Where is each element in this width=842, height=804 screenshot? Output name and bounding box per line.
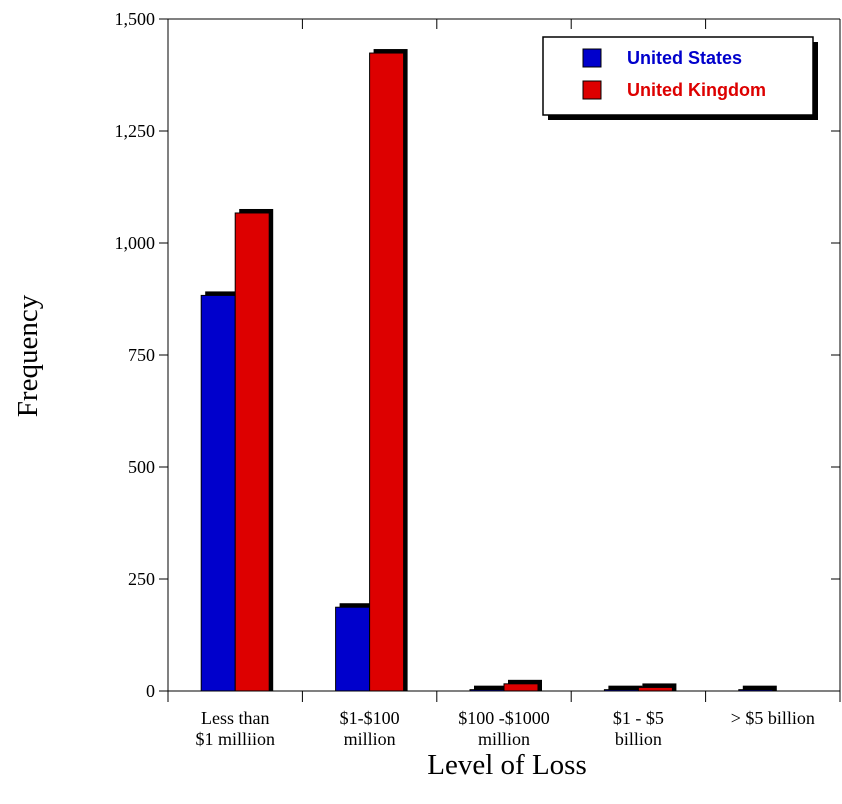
- legend-swatch: [582, 80, 602, 100]
- y-tick-label: 500: [128, 457, 155, 477]
- x-category-label-line: million: [478, 729, 530, 749]
- y-tick-label: 1,000: [115, 233, 156, 253]
- x-category-label: $100 -$1000 million: [458, 708, 550, 749]
- x-category-label-line: million: [344, 729, 396, 749]
- bar-us: [200, 294, 236, 692]
- bars: [200, 49, 777, 692]
- x-category-label: $1 - $5 billion: [613, 708, 664, 749]
- bar-shadow: [474, 685, 508, 691]
- bar-uk: [234, 212, 270, 692]
- x-category-label-line: Less than: [201, 708, 269, 728]
- bar-uk: [503, 683, 539, 692]
- y-tick-label: 750: [128, 345, 155, 365]
- bar-uk: [369, 52, 405, 692]
- x-category-label-line: $1-$100: [340, 708, 400, 728]
- legend: United States United Kingdom: [542, 36, 818, 120]
- y-tick-label: 1,500: [115, 9, 156, 29]
- y-axis-title: Frequency: [12, 294, 44, 417]
- x-category-label: Less than $1 milliion: [195, 708, 275, 749]
- y-tick-label: 250: [128, 569, 155, 589]
- bar-shadow: [742, 685, 777, 691]
- bar-uk: [637, 686, 673, 692]
- y-tick-label: 1,250: [115, 121, 156, 141]
- x-axis: Less than $1 milliion$1-$100 million$100 -…: [167, 19, 841, 749]
- bar-us: [335, 606, 371, 692]
- x-category-label-line: > $5 billion: [731, 708, 815, 728]
- legend-label: United Kingdom: [627, 80, 766, 100]
- y-axis: 0 250 500 750 1,000 1,250 1,500: [115, 9, 840, 701]
- bar-us: [738, 689, 774, 692]
- y-tick-label: 0: [146, 681, 155, 701]
- bar-us: [603, 689, 639, 692]
- x-category-label-line: $1 milliion: [195, 729, 275, 749]
- bar-shadow: [608, 685, 643, 691]
- x-axis-title: Level of Loss: [427, 749, 586, 781]
- x-category-label-line: $100 -$1000: [458, 708, 550, 728]
- x-category-label: $1-$100 million: [340, 708, 400, 749]
- x-category-label: > $5 billion: [731, 708, 815, 728]
- bar-us: [469, 689, 505, 692]
- legend-label: United States: [627, 48, 742, 68]
- legend-swatch: [582, 48, 602, 68]
- x-category-label-line: billion: [615, 729, 662, 749]
- x-category-label-line: $1 - $5: [613, 708, 664, 728]
